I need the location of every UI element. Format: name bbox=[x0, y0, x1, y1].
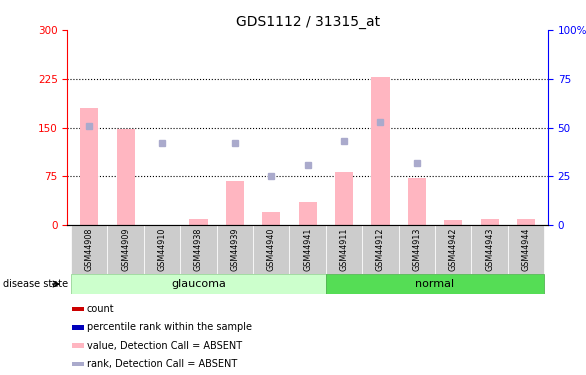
Text: GSM44940: GSM44940 bbox=[267, 228, 276, 271]
Bar bbox=[398, 225, 435, 274]
Bar bbox=[71, 225, 107, 274]
Bar bbox=[289, 225, 326, 274]
Text: rank, Detection Call = ABSENT: rank, Detection Call = ABSENT bbox=[87, 359, 237, 369]
Bar bbox=[262, 212, 280, 225]
Text: GSM44910: GSM44910 bbox=[158, 228, 166, 271]
Bar bbox=[72, 362, 84, 366]
Bar bbox=[144, 225, 180, 274]
Text: GSM44939: GSM44939 bbox=[230, 228, 239, 271]
Bar bbox=[472, 225, 508, 274]
Text: GSM44938: GSM44938 bbox=[194, 228, 203, 271]
Bar bbox=[217, 225, 253, 274]
Text: GSM44913: GSM44913 bbox=[413, 228, 421, 271]
Bar bbox=[372, 77, 390, 225]
Bar bbox=[180, 225, 217, 274]
Text: disease state: disease state bbox=[3, 279, 68, 289]
Text: GSM44912: GSM44912 bbox=[376, 228, 385, 271]
Bar bbox=[435, 225, 472, 274]
Text: normal: normal bbox=[415, 279, 455, 289]
Bar bbox=[80, 108, 98, 225]
Text: percentile rank within the sample: percentile rank within the sample bbox=[87, 322, 251, 332]
Bar bbox=[226, 181, 244, 225]
Text: GSM44942: GSM44942 bbox=[449, 228, 458, 271]
Bar bbox=[408, 177, 426, 225]
Text: GSM44909: GSM44909 bbox=[121, 228, 130, 271]
Bar bbox=[117, 129, 135, 225]
Text: GSM44908: GSM44908 bbox=[85, 228, 94, 271]
Bar bbox=[71, 274, 326, 294]
Bar bbox=[72, 325, 84, 330]
Bar bbox=[335, 172, 353, 225]
Bar bbox=[326, 225, 362, 274]
Text: glaucoma: glaucoma bbox=[171, 279, 226, 289]
Bar bbox=[508, 225, 544, 274]
Text: value, Detection Call = ABSENT: value, Detection Call = ABSENT bbox=[87, 340, 242, 351]
Text: GSM44911: GSM44911 bbox=[339, 228, 349, 271]
Text: GSM44944: GSM44944 bbox=[522, 228, 530, 271]
Bar bbox=[189, 219, 207, 225]
Text: GSM44941: GSM44941 bbox=[303, 228, 312, 271]
Bar bbox=[326, 274, 544, 294]
Text: count: count bbox=[87, 304, 114, 314]
Bar bbox=[298, 202, 317, 225]
Title: GDS1112 / 31315_at: GDS1112 / 31315_at bbox=[236, 15, 380, 29]
Bar bbox=[444, 220, 462, 225]
Bar bbox=[517, 219, 535, 225]
Bar bbox=[107, 225, 144, 274]
Bar bbox=[72, 344, 84, 348]
Bar bbox=[481, 219, 499, 225]
Bar bbox=[253, 225, 289, 274]
Bar bbox=[362, 225, 398, 274]
Bar bbox=[72, 307, 84, 311]
Text: GSM44943: GSM44943 bbox=[485, 228, 494, 271]
